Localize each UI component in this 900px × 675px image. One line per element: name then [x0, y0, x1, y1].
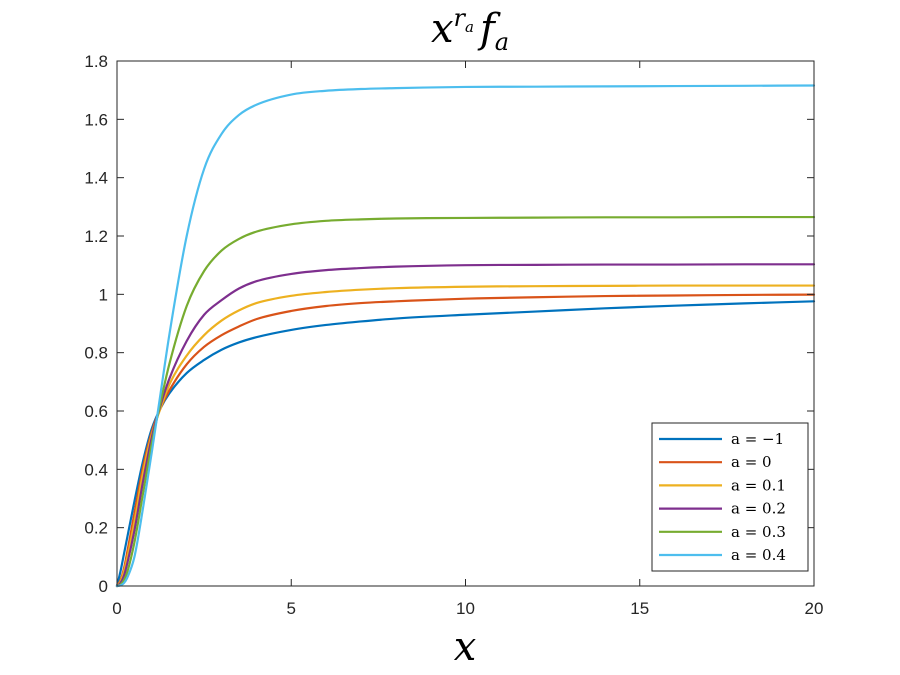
title-sup: r	[454, 4, 467, 32]
series-line-4	[115, 215, 816, 588]
legend-box	[651, 422, 809, 572]
title-after-sub: a	[495, 28, 509, 56]
series-line-0	[115, 300, 816, 588]
x-tick-label: 0	[112, 599, 121, 618]
x-tick-label: 15	[630, 599, 649, 618]
legend-label: a = 0.1	[731, 476, 786, 494]
legend-label: a = 0.3	[731, 523, 786, 541]
y-tick-label: 0.2	[84, 519, 108, 538]
legend-label: a = −1	[731, 430, 784, 448]
y-tick-label: 0.4	[84, 460, 108, 479]
plot-frame	[116, 60, 815, 587]
series-line-3	[115, 263, 816, 588]
title-sup-sub: a	[465, 18, 474, 36]
y-tick-label: 0	[99, 577, 108, 596]
title-base: x	[431, 6, 454, 52]
series-line-5	[115, 84, 816, 588]
x-tick-label: 20	[805, 599, 824, 618]
y-tick-label: 0.8	[84, 344, 108, 363]
y-tick-label: 1	[99, 285, 108, 304]
legend: a = −1 a = 0 a = 0.1 a = 0.2 a = 0.3 a = 0.4	[651, 422, 809, 572]
legend-label: a = 0.2	[731, 500, 786, 518]
y-tick-label: 0.6	[84, 402, 108, 421]
x-axis-label: x	[454, 624, 477, 670]
legend-label: a = 0.4	[731, 546, 786, 564]
series-line-2	[115, 284, 816, 588]
x-tick-label: 5	[287, 599, 296, 618]
y-tick-label: 1.4	[84, 169, 108, 188]
y-tick-label: 1.8	[84, 52, 108, 71]
series-line-1	[115, 293, 816, 588]
x-tick-label: 10	[456, 599, 475, 618]
chart-title: xra fa	[431, 4, 509, 56]
y-tick-label: 1.6	[84, 110, 108, 129]
ticks-group: 0 5 10 15 20 0 0.2 0.4 0.6 0.8 1 1.2 1.4 1.6 1.8	[84, 52, 823, 618]
y-tick-label: 1.2	[84, 227, 108, 246]
legend-label: a = 0	[731, 453, 772, 471]
series-group	[115, 84, 816, 588]
